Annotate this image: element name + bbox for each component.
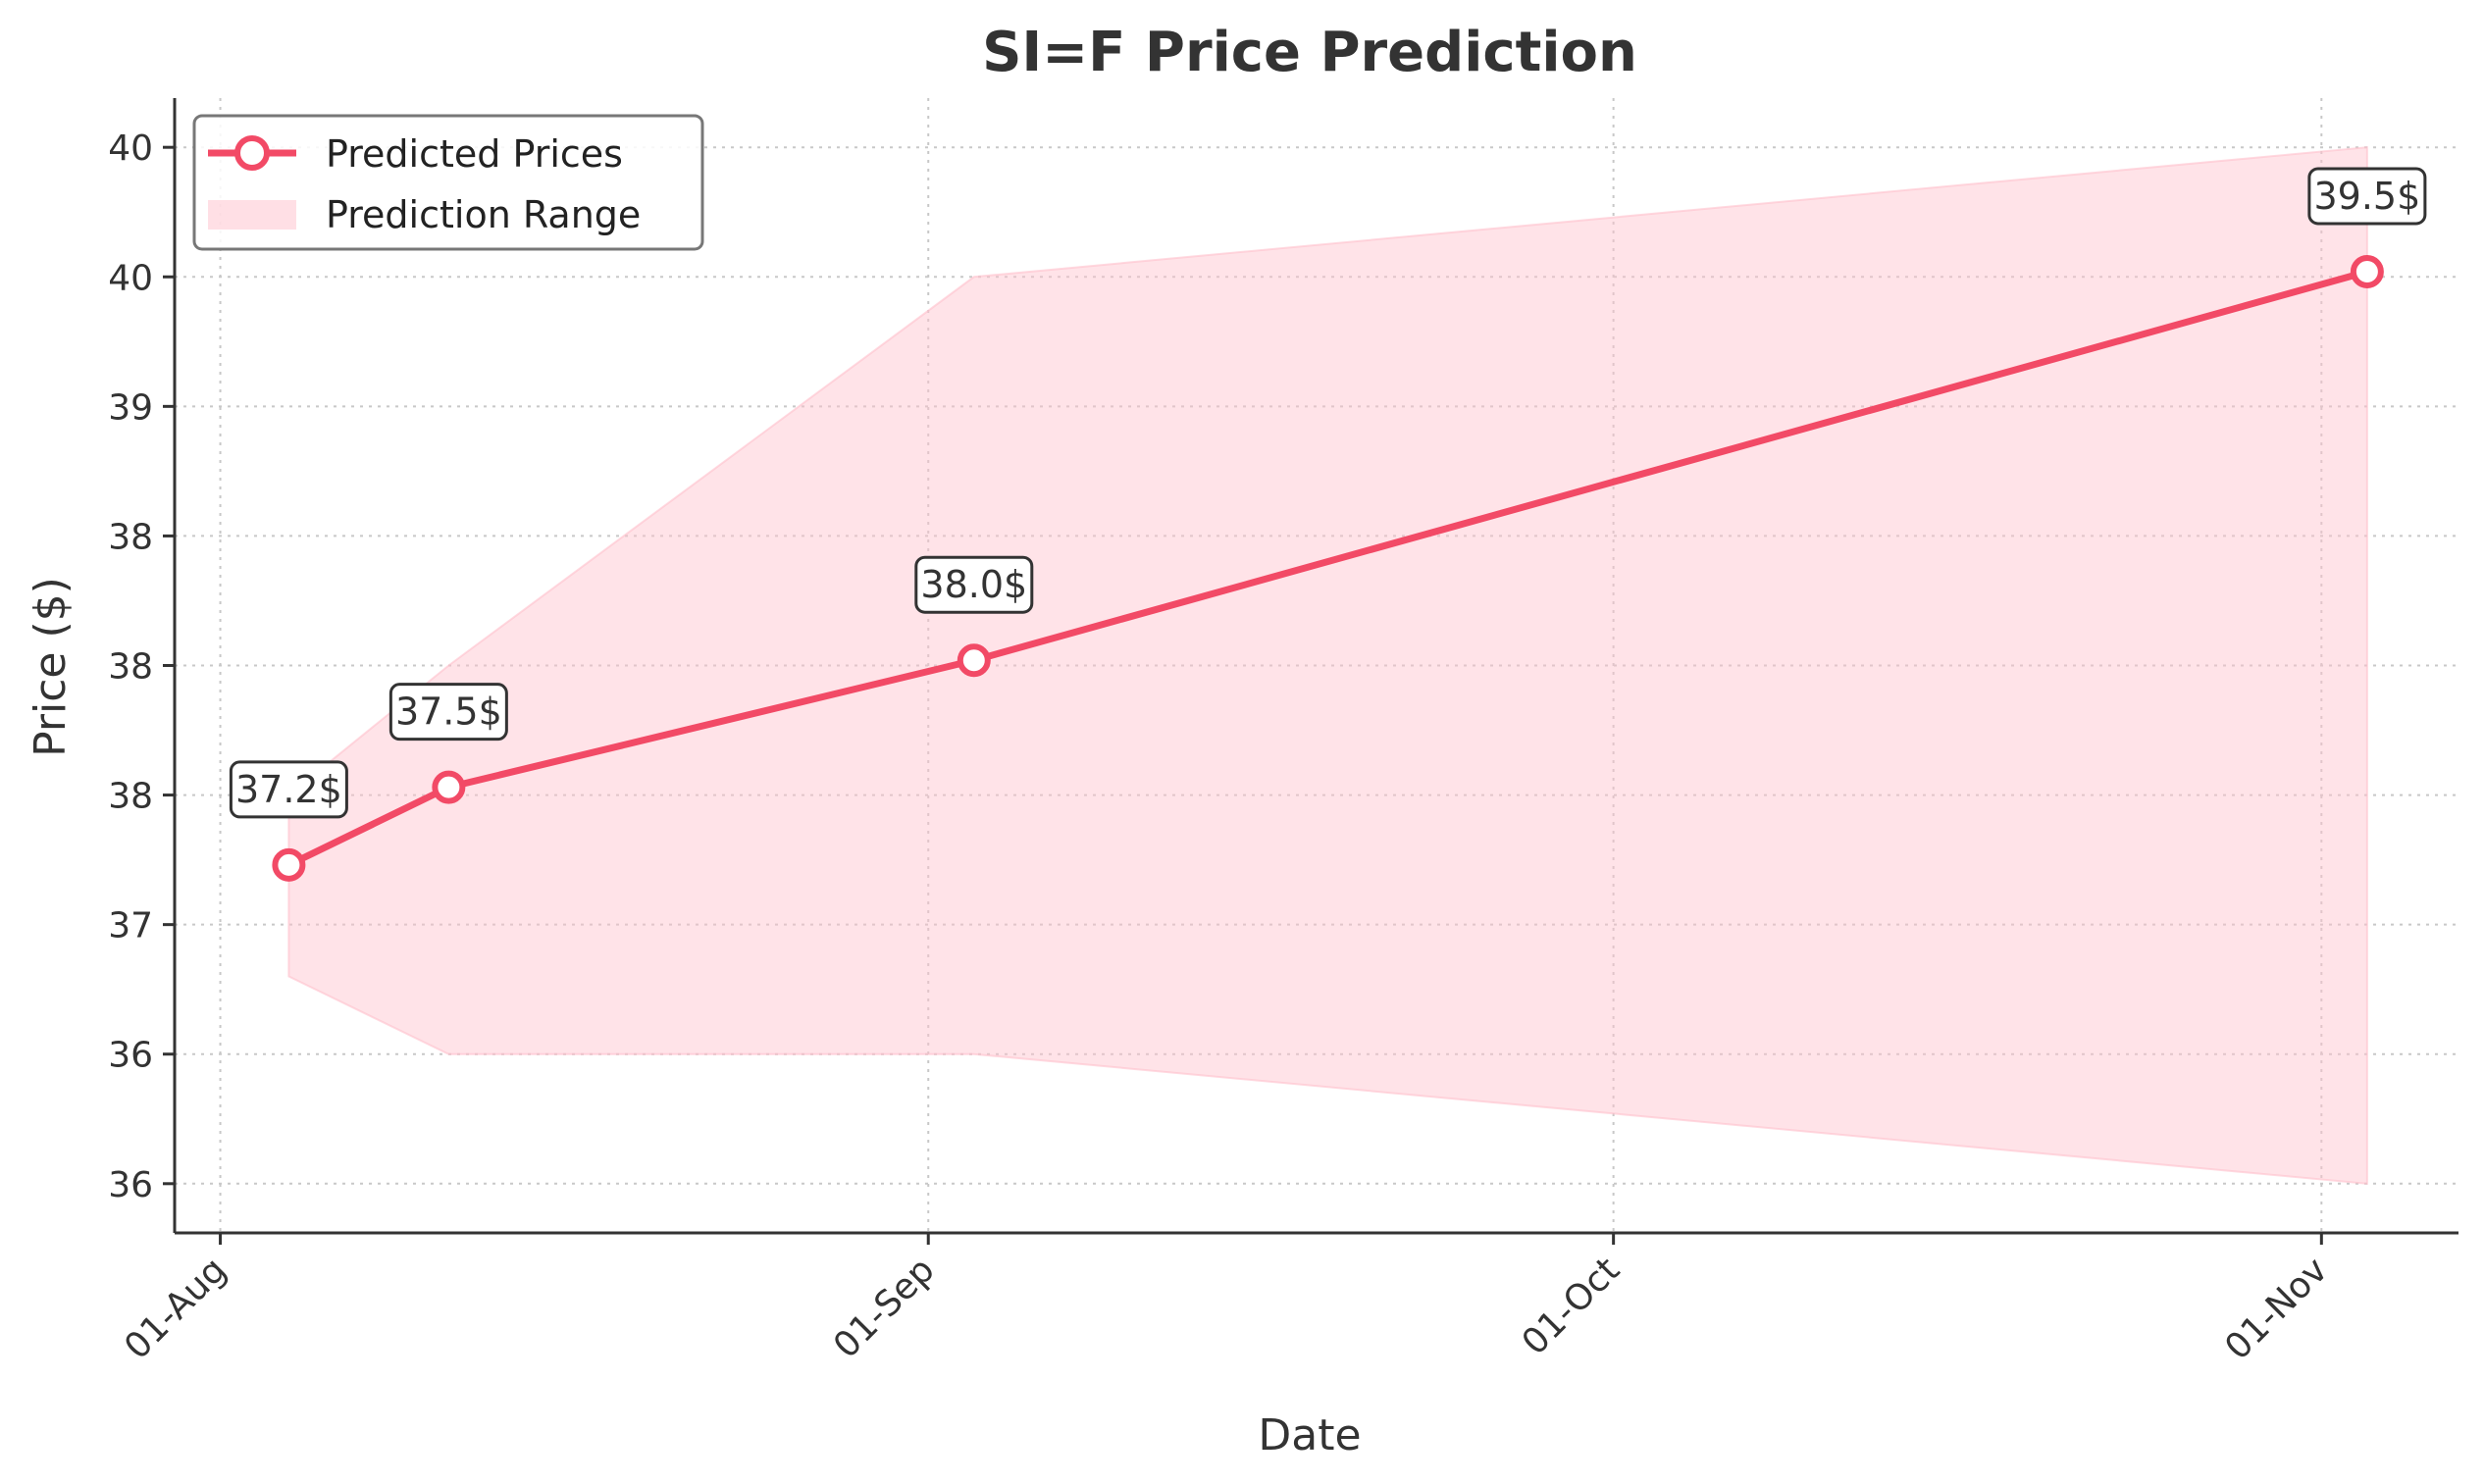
y-tick-label: 40 <box>108 128 153 169</box>
data-label-text: 38.0$ <box>920 563 1027 606</box>
x-tick-label: 01-Sep <box>826 1250 943 1366</box>
prediction-range-band <box>287 146 2368 1185</box>
chart-title: SI=F Price Prediction <box>982 21 1637 84</box>
predicted-price-marker <box>957 643 991 678</box>
data-label: 39.5$ <box>2307 167 2427 226</box>
legend: Predicted Prices Prediction Range <box>192 114 704 251</box>
y-tick-label: 37 <box>108 906 153 947</box>
x-tick-label: 01-Oct <box>1515 1250 1628 1362</box>
predicted-price-marker <box>2350 254 2384 288</box>
grid-lines <box>175 98 2458 1233</box>
data-label-box <box>914 555 1034 614</box>
predicted-prices-series <box>272 254 2384 882</box>
y-tick-label: 38 <box>108 647 153 688</box>
data-label-text: 37.2$ <box>235 768 342 811</box>
data-labels: 37.2$ 37.5$ 38.0$ 39.5$ <box>229 167 2427 819</box>
y-tick-label: 38 <box>108 777 153 817</box>
legend-label-predicted-prices: Predicted Prices <box>326 132 623 176</box>
y-tick-label: 39 <box>108 387 153 428</box>
predicted-price-marker <box>272 847 306 882</box>
data-label-text: 39.5$ <box>2313 175 2420 218</box>
data-label: 38.0$ <box>914 555 1034 614</box>
predicted-prices-line <box>286 268 2368 869</box>
legend-marker-swatch <box>234 135 270 171</box>
legend-box <box>192 114 704 251</box>
data-label-text: 37.5$ <box>395 691 502 734</box>
legend-range-swatch <box>208 200 296 230</box>
x-tick-label: 01-Nov <box>2217 1250 2335 1367</box>
data-label: 37.2$ <box>229 760 348 819</box>
y-axis-label: Price ($) <box>26 577 76 757</box>
y-tick-label: 40 <box>108 258 153 298</box>
data-label-box <box>2307 167 2427 226</box>
data-label-box <box>229 760 348 819</box>
data-label-box <box>388 683 508 742</box>
y-tick-label: 36 <box>108 1036 153 1076</box>
legend-label-prediction-range: Prediction Range <box>326 193 641 236</box>
predicted-price-marker <box>432 770 466 804</box>
prediction-range-area <box>287 146 2368 1185</box>
x-tick-label: 01-Aug <box>117 1250 234 1367</box>
y-tick-label: 38 <box>108 517 153 557</box>
x-axis-label: Date <box>1258 1410 1361 1460</box>
axes <box>163 98 2458 1245</box>
data-label: 37.5$ <box>388 683 508 742</box>
y-tick-label: 36 <box>108 1165 153 1205</box>
